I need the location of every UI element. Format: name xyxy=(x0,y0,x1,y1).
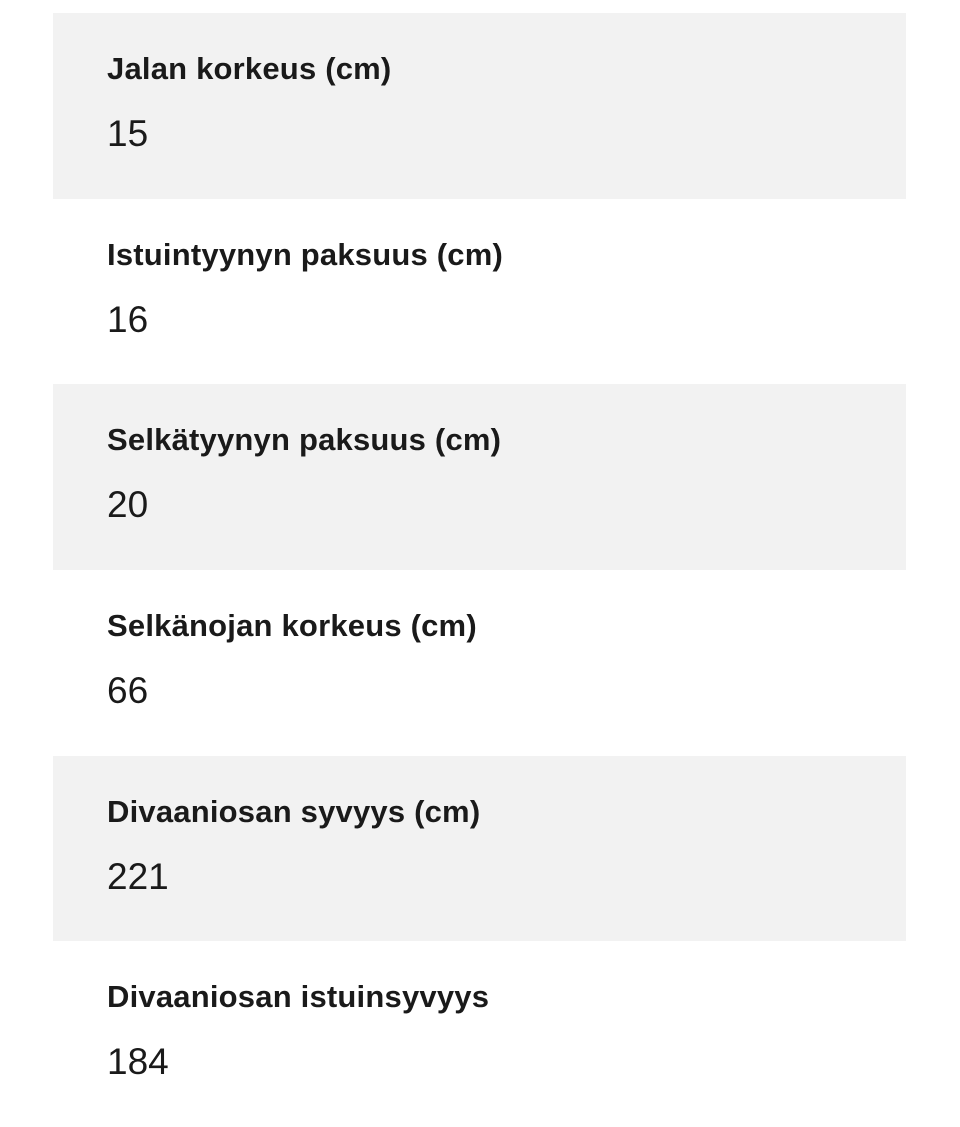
spec-label: Selkänojan korkeus (cm) xyxy=(107,608,477,644)
spec-row: Selkänojan korkeus (cm) 66 xyxy=(53,570,906,756)
spec-value: 66 xyxy=(107,670,149,712)
spec-value: 16 xyxy=(107,298,149,340)
spec-value: 20 xyxy=(107,484,149,526)
spec-label: Divaaniosan syvyys (cm) xyxy=(107,793,481,829)
spec-row: Divaaniosan istuinsyvyys 184 xyxy=(53,941,906,1127)
spec-value: 221 xyxy=(107,855,169,897)
product-specs-list: Jalan korkeus (cm) 15 Istuintyynyn paksu… xyxy=(53,13,906,1127)
spec-value: 15 xyxy=(107,113,149,154)
spec-row: Selkätyynyn paksuus (cm) 20 xyxy=(53,384,906,571)
spec-label: Istuintyynyn paksuus (cm) xyxy=(107,236,504,272)
spec-label: Selkätyynyn paksuus (cm) xyxy=(107,422,502,458)
spec-value: 184 xyxy=(107,1041,169,1083)
spec-row: Jalan korkeus (cm) 15 xyxy=(53,13,906,199)
spec-row: Divaaniosan syvyys (cm) 221 xyxy=(53,755,906,942)
spec-label: Jalan korkeus (cm) xyxy=(107,51,392,86)
spec-label: Divaaniosan istuinsyvyys xyxy=(107,979,490,1015)
spec-row: Istuintyynyn paksuus (cm) 16 xyxy=(53,199,906,385)
